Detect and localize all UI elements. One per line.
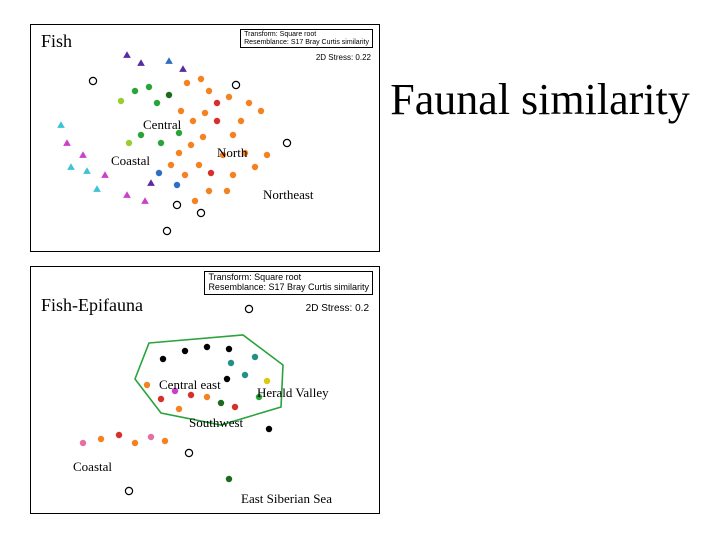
region-label: Coastal — [73, 459, 112, 475]
region-label: Herald Valley — [257, 385, 329, 401]
fish-scatter — [31, 25, 379, 251]
region-label: Southwest — [189, 415, 243, 431]
region-label: North — [217, 145, 247, 161]
fish-panel: Fish Transform: Square root Resemblance:… — [30, 24, 380, 252]
region-label: East Siberian Sea — [241, 491, 332, 507]
region-label: Central east — [159, 377, 221, 393]
page-title: Faunal similarity — [390, 75, 690, 126]
region-label: Central — [143, 117, 181, 133]
region-label: Northeast — [263, 187, 314, 203]
title-text: Faunal similarity — [390, 75, 689, 124]
fish-epifauna-panel: Transform: Square root Resemblance: S17 … — [30, 266, 380, 514]
region-label: Coastal — [111, 153, 150, 169]
